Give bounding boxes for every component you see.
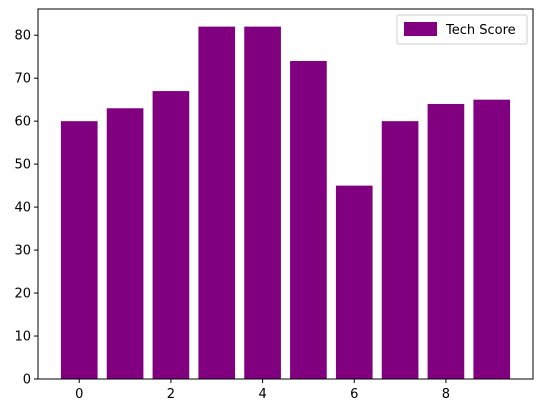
bar-1 — [106, 108, 144, 379]
y-tick-label: 30 — [14, 244, 31, 259]
y-tick-label: 40 — [14, 201, 31, 216]
bar-4 — [244, 26, 281, 379]
x-tick-label: 8 — [442, 387, 450, 402]
bars-group — [60, 26, 511, 380]
y-tick-label: 0 — [23, 373, 31, 388]
x-tick-label: 6 — [350, 387, 358, 402]
legend-label: Tech Score — [445, 23, 516, 38]
y-tick-label: 10 — [14, 330, 31, 345]
x-tick-label: 0 — [75, 387, 83, 402]
y-tick-label: 60 — [14, 115, 31, 130]
y-tick-label: 50 — [14, 158, 31, 173]
bar-6 — [335, 185, 373, 379]
legend-swatch — [404, 22, 437, 36]
x-tick-label: 2 — [167, 387, 175, 402]
bar-9 — [473, 99, 511, 379]
bar-7 — [381, 121, 419, 379]
bar-2 — [152, 91, 190, 379]
legend: Tech Score — [396, 14, 528, 45]
y-tick-label: 20 — [14, 287, 31, 302]
axes-frame — [37, 8, 534, 380]
bar-8 — [427, 103, 465, 380]
y-tick-label: 80 — [14, 29, 31, 44]
x-tick-label: 4 — [258, 387, 266, 402]
bar-5 — [290, 60, 327, 379]
bar-3 — [198, 26, 236, 379]
bar-0 — [60, 121, 98, 379]
y-tick-label: 70 — [14, 72, 31, 87]
